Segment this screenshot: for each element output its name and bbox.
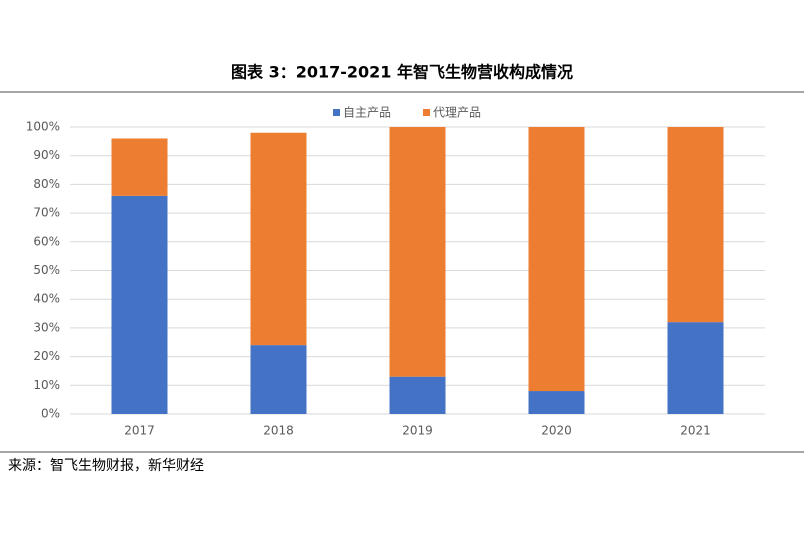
y-tick-label: 30%	[33, 320, 60, 334]
bar-segment	[667, 322, 724, 414]
bar-segment	[389, 127, 446, 377]
x-tick-label: 2017	[124, 424, 155, 438]
legend-swatch	[423, 109, 430, 116]
y-tick-label: 40%	[33, 292, 60, 306]
y-tick-label: 10%	[33, 378, 60, 392]
y-tick-label: 90%	[33, 148, 60, 162]
chart-title: 图表 3：2017-2021 年智飞生物营收构成情况	[231, 63, 573, 82]
y-tick-label: 80%	[33, 177, 60, 191]
y-tick-label: 20%	[33, 349, 60, 363]
bar-segment	[528, 127, 585, 392]
y-tick-label: 60%	[33, 234, 60, 248]
bar-segment	[528, 391, 585, 414]
legend-label: 代理产品	[433, 106, 481, 120]
y-tick-label: 50%	[33, 263, 60, 277]
y-tick-label: 100%	[26, 120, 60, 134]
bar-segment	[389, 376, 446, 414]
source: 来源：智飞生物财报，新华财经	[8, 458, 204, 474]
y-tick-label: 0%	[41, 407, 60, 421]
x-tick-label: 2021	[680, 424, 711, 438]
bar-segment	[250, 345, 307, 414]
bar-segment	[250, 132, 307, 346]
bar-segment	[667, 127, 724, 323]
legend-swatch	[333, 109, 340, 116]
bar-segment	[111, 195, 168, 414]
x-tick-label: 2018	[263, 424, 294, 438]
x-tick-label: 2019	[402, 424, 433, 438]
bar-segment	[111, 138, 168, 196]
y-tick-label: 70%	[33, 206, 60, 220]
legend-label: 自主产品	[343, 106, 391, 120]
x-tick-label: 2020	[541, 424, 572, 438]
